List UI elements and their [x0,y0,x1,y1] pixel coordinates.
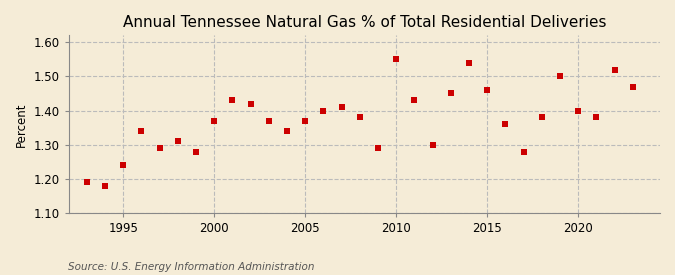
Point [591,115,601,120]
Point [409,98,420,103]
Point [281,129,292,133]
Title: Annual Tennessee Natural Gas % of Total Residential Deliveries: Annual Tennessee Natural Gas % of Total … [123,15,606,30]
Point [263,119,274,123]
Point [500,122,511,127]
Point [118,163,129,167]
Point [82,180,92,185]
Point [373,146,383,150]
Point [318,108,329,113]
Point [464,60,475,65]
Point [300,119,310,123]
Point [173,139,184,144]
Y-axis label: Percent: Percent [15,102,28,147]
Point [572,108,583,113]
Point [609,67,620,72]
Point [190,149,201,154]
Point [555,74,566,79]
Point [427,143,438,147]
Point [354,115,365,120]
Point [627,84,638,89]
Point [518,149,529,154]
Point [100,184,111,188]
Point [136,129,147,133]
Point [537,115,547,120]
Point [446,91,456,96]
Point [336,105,347,109]
Point [209,119,219,123]
Point [155,146,165,150]
Point [391,57,402,62]
Point [245,101,256,106]
Point [227,98,238,103]
Text: Source: U.S. Energy Information Administration: Source: U.S. Energy Information Administ… [68,262,314,272]
Point [482,88,493,92]
